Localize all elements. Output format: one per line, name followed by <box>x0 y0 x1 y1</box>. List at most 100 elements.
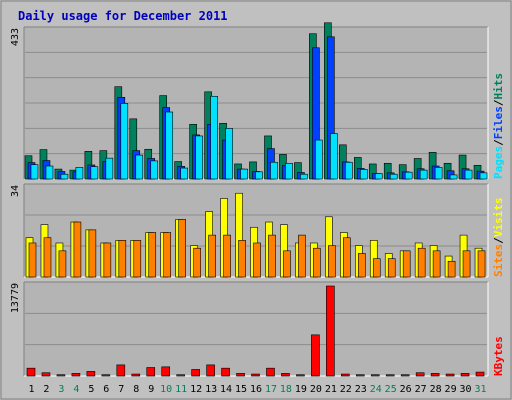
day-label-11: 11 <box>175 384 187 395</box>
bar-kbytes-day-3 <box>56 374 66 377</box>
bar-sites-day-18 <box>283 250 291 278</box>
bar-kbytes-day-11 <box>176 374 185 377</box>
bar-kbytes-day-13 <box>206 364 215 377</box>
bar-pages-day-4 <box>75 167 84 180</box>
bar-pages-day-2 <box>45 165 54 180</box>
panel-legend: Sites/Visits <box>492 198 505 278</box>
bar-pages-day-13 <box>210 95 218 180</box>
bar-pages-day-26 <box>404 171 413 180</box>
bar-pages-day-30 <box>464 169 473 180</box>
series-pages <box>30 95 488 180</box>
day-label-10: 10 <box>160 384 172 395</box>
chart-panels: 433Pages/Files/Hits34Sites/Visits13779KB… <box>10 22 505 377</box>
bar-sites-day-19 <box>298 234 306 278</box>
bar-pages-day-22 <box>345 161 353 180</box>
bar-sites-day-22 <box>343 237 351 278</box>
day-label-31: 31 <box>474 384 486 395</box>
bar-sites-day-24 <box>372 258 381 278</box>
bar-kbytes-day-28 <box>430 373 440 377</box>
bar-pages-day-1 <box>30 164 39 180</box>
legend-entry-pages: Pages <box>492 146 505 179</box>
bar-kbytes-day-30 <box>460 373 470 377</box>
bar-kbytes-day-14 <box>221 367 230 377</box>
day-label-4: 4 <box>73 384 79 395</box>
bar-pages-day-28 <box>434 167 443 180</box>
bar-kbytes-day-9 <box>146 367 156 377</box>
day-label-20: 20 <box>310 384 322 395</box>
bar-kbytes-day-29 <box>445 373 455 377</box>
day-label-23: 23 <box>355 384 367 395</box>
bar-sites-day-13 <box>208 234 216 278</box>
bar-sites-day-9 <box>148 232 157 278</box>
day-label-25: 25 <box>385 384 397 395</box>
day-label-1: 1 <box>28 384 34 395</box>
day-label-29: 29 <box>445 384 457 395</box>
bar-sites-day-16 <box>253 242 261 278</box>
legend-entry-sites: Sites <box>492 244 505 277</box>
legend-separator: / <box>492 237 505 244</box>
bar-kbytes-day-31 <box>475 371 485 377</box>
bar-sites-day-26 <box>402 250 411 278</box>
day-label-21: 21 <box>325 384 337 395</box>
bar-sites-day-6 <box>103 242 112 278</box>
bar-kbytes-day-2 <box>41 372 51 377</box>
bar-kbytes-day-16 <box>251 373 260 377</box>
bar-pages-day-3 <box>60 173 69 180</box>
bar-kbytes-day-21 <box>326 285 335 377</box>
series-sites <box>28 219 486 278</box>
y-max-label: 13779 <box>10 283 21 313</box>
bar-pages-day-23 <box>359 169 368 180</box>
bar-sites-day-7 <box>118 240 127 278</box>
day-label-9: 9 <box>148 384 154 395</box>
bar-pages-day-29 <box>449 174 458 180</box>
bar-pages-day-27 <box>419 169 428 180</box>
bar-pages-day-7 <box>120 103 129 180</box>
bar-pages-day-12 <box>195 135 203 180</box>
bar-kbytes-day-23 <box>355 374 365 377</box>
day-label-2: 2 <box>43 384 49 395</box>
day-label-14: 14 <box>220 384 232 395</box>
bar-kbytes-day-5 <box>86 371 96 377</box>
day-label-16: 16 <box>250 384 262 395</box>
bar-kbytes-day-18 <box>281 373 290 377</box>
panel-legend: Pages/Files/Hits <box>492 73 505 179</box>
legend-separator: / <box>492 139 505 146</box>
day-label-28: 28 <box>430 384 442 395</box>
bar-kbytes-day-7 <box>116 364 126 377</box>
bar-sites-day-15 <box>238 240 246 278</box>
legend-entry-files: Files <box>492 106 505 139</box>
bar-sites-day-4 <box>73 221 82 278</box>
bar-pages-day-24 <box>374 173 383 180</box>
bar-sites-day-8 <box>133 240 142 278</box>
panel-kbytes: 13779 KBytes <box>10 281 505 377</box>
bar-kbytes-day-10 <box>161 366 171 377</box>
bar-sites-day-17 <box>268 234 276 278</box>
bar-sites-day-25 <box>387 258 396 278</box>
legend-entry-hits: Hits <box>492 73 505 100</box>
day-label-26: 26 <box>400 384 412 395</box>
day-label-3: 3 <box>58 384 64 395</box>
day-label-5: 5 <box>88 384 94 395</box>
legend-entry-kbytes: KBytes <box>492 336 505 376</box>
bar-sites-day-28 <box>432 250 441 278</box>
bar-pages-day-5 <box>90 166 99 180</box>
bar-sites-day-31 <box>477 250 486 278</box>
y-max-label: 433 <box>10 28 21 46</box>
legend-entry-visits: Visits <box>492 198 505 238</box>
bar-pages-day-16 <box>255 171 263 180</box>
bar-kbytes-day-25 <box>385 374 395 377</box>
bar-pages-day-25 <box>389 173 398 180</box>
bar-sites-day-5 <box>88 229 97 278</box>
bar-sites-day-10 <box>163 232 172 278</box>
series-kbytes <box>26 285 485 377</box>
day-axis-labels: 1 2 3 4 5 6 7 8 9 10 11 12 13 14 15 16 17 18 19 20 21 22 23 24 2… <box>28 384 486 395</box>
day-label-24: 24 <box>370 384 382 395</box>
day-label-27: 27 <box>415 384 427 395</box>
bar-sites-day-27 <box>417 247 426 278</box>
chart-title: Daily usage for December 2011 <box>18 9 228 23</box>
bar-pages-day-10 <box>165 111 174 180</box>
bar-pages-day-18 <box>285 162 293 180</box>
